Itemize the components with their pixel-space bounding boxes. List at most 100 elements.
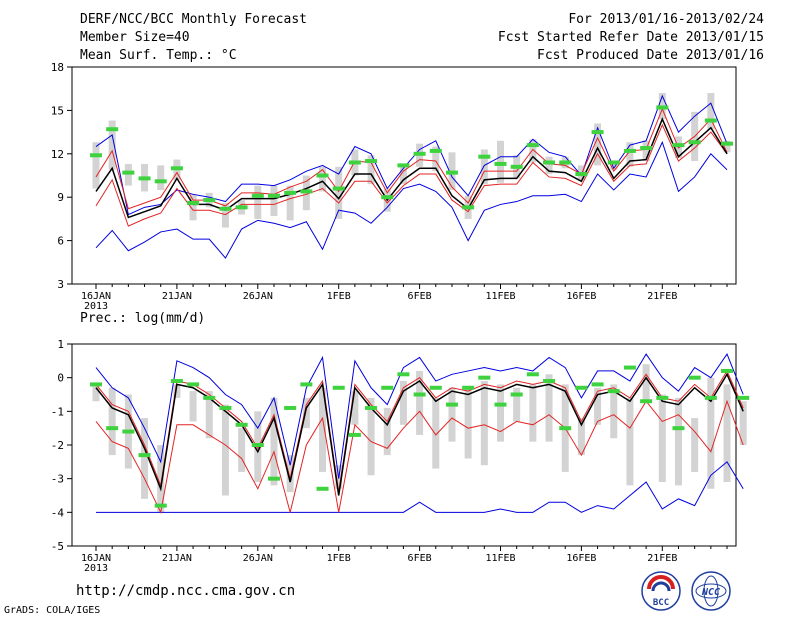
temp-median-marker (543, 160, 556, 165)
prec-median-marker (494, 402, 507, 407)
prec-spread-bar (674, 397, 682, 486)
temp-spread-bar (189, 194, 197, 221)
temp-median-marker (187, 200, 200, 205)
prec-upper-line (95, 369, 744, 493)
prec-median-marker (300, 382, 313, 387)
forecast-produced-date: Fcst Produced Date 2013/01/16 (537, 48, 764, 63)
prec-median-marker (543, 379, 556, 384)
temp-spread-bar (108, 120, 116, 170)
temp-median-marker (445, 170, 458, 175)
temp-spread-bar (626, 142, 634, 167)
temp-spread-bar (529, 139, 537, 163)
temp-median-marker (494, 161, 507, 166)
prec-spread-bar (658, 394, 666, 483)
prec-xtick-label: 16JAN (81, 553, 111, 564)
prec-spread-bar (238, 428, 246, 472)
prec-ytick-label: 1 (57, 338, 64, 351)
temp-median-marker (413, 151, 426, 156)
source-url[interactable]: http://cmdp.ncc.cma.gov.cn (76, 583, 296, 599)
temp-median-marker (365, 159, 378, 164)
prec-median-marker (106, 426, 119, 431)
temp-spread-bar (545, 156, 553, 175)
prec-spread-bar (497, 384, 504, 442)
prec-spread-bar (399, 381, 407, 425)
prec-spread-bar (513, 387, 521, 422)
prec-median-marker (640, 399, 653, 404)
prec-spread-bar (626, 397, 634, 486)
temp-median-marker (704, 118, 717, 123)
temp-median-marker (348, 160, 361, 165)
temp-median-marker (90, 153, 102, 158)
prec-xtick-label: 21FEB (647, 553, 677, 564)
prec-median-marker (235, 422, 248, 427)
prec-spread-bar (189, 391, 197, 422)
temp-median-marker (316, 173, 329, 178)
temp-spread-bar (399, 163, 407, 185)
prec-median-marker (445, 402, 458, 407)
prec-spread-bar (529, 384, 537, 442)
prec-median-marker (462, 385, 475, 390)
prec-spread-bar (302, 397, 310, 429)
temp-ytick-label: 12 (51, 148, 64, 161)
prec-median-marker (154, 503, 167, 508)
prec-median-marker (381, 385, 394, 390)
temp-spread-bar (221, 202, 229, 228)
svg-text:NCC: NCC (701, 587, 720, 598)
variable-label: Mean Surf. Temp.: °C (80, 48, 237, 63)
temp-median-marker (559, 160, 572, 165)
forecast-period: For 2013/01/16-2013/02/24 (568, 12, 764, 27)
prec-median-marker (704, 395, 717, 400)
temp-ytick-label: 18 (51, 61, 64, 74)
prec-xtick-label: 21JAN (162, 553, 192, 564)
temp-spread-bar (124, 163, 132, 186)
temp-max-line (95, 94, 728, 216)
temp-xtick-label: 1FEB (327, 291, 351, 302)
prec-median-marker (251, 443, 264, 447)
temp-xtick-label: 6FEB (408, 291, 432, 302)
prec-ytick-label: -4 (51, 506, 65, 519)
temp-median-marker (526, 143, 539, 148)
prec-median-marker (397, 372, 410, 377)
temp-spread-bar (610, 162, 618, 170)
temp-median-marker (429, 148, 442, 153)
prec-xtick-label: 11FEB (485, 553, 515, 564)
temp-spread-bar (480, 149, 488, 185)
prec-spread-bar (270, 397, 278, 486)
prec-spread-bar (594, 387, 602, 425)
temp-spread-bar (642, 140, 650, 162)
prec-spread-bar (707, 377, 715, 489)
temp-xtick-label: 26JAN (243, 291, 273, 302)
temp-median-marker (106, 127, 119, 132)
temp-median-marker (607, 160, 620, 165)
prec-median-marker (413, 392, 426, 397)
temp-spread-bar (707, 93, 715, 130)
prec-ytick-label: 0 (57, 372, 64, 385)
temp-spread-bar (432, 146, 440, 172)
temp-spread-bar (254, 185, 262, 219)
prec-spread-bar (642, 364, 650, 402)
prec-spread-bar (383, 407, 391, 456)
temp-xtick-label: 11FEB (485, 291, 515, 302)
temp-spread-bar (92, 142, 100, 189)
temp-median-marker (478, 154, 491, 159)
prec-min-line (96, 461, 744, 513)
prec-median-marker (559, 426, 572, 431)
temp-plot-frame (71, 66, 737, 285)
temp-median-marker (381, 195, 394, 200)
prec-median-marker (332, 385, 345, 390)
prec-median-marker (187, 382, 200, 387)
prec-median-marker (526, 372, 539, 377)
prec-median-marker (688, 375, 701, 380)
prec-spread-bar (610, 384, 618, 439)
prec-spread-bar (92, 384, 100, 402)
prec-mean-line (95, 372, 744, 496)
forecast-started-date: Fcst Started Refer Date 2013/01/15 (497, 30, 764, 45)
temp-spread-bar (367, 155, 375, 185)
grads-credit: GrADS: COLA/IGES (4, 605, 101, 616)
svg-text:BCC: BCC (653, 598, 669, 608)
temp-xtick-label: 21JAN (162, 291, 192, 302)
prec-xtick-label: 26JAN (243, 553, 273, 564)
temp-spread-bar (157, 165, 165, 190)
prec-ytick-label: -1 (51, 405, 64, 418)
